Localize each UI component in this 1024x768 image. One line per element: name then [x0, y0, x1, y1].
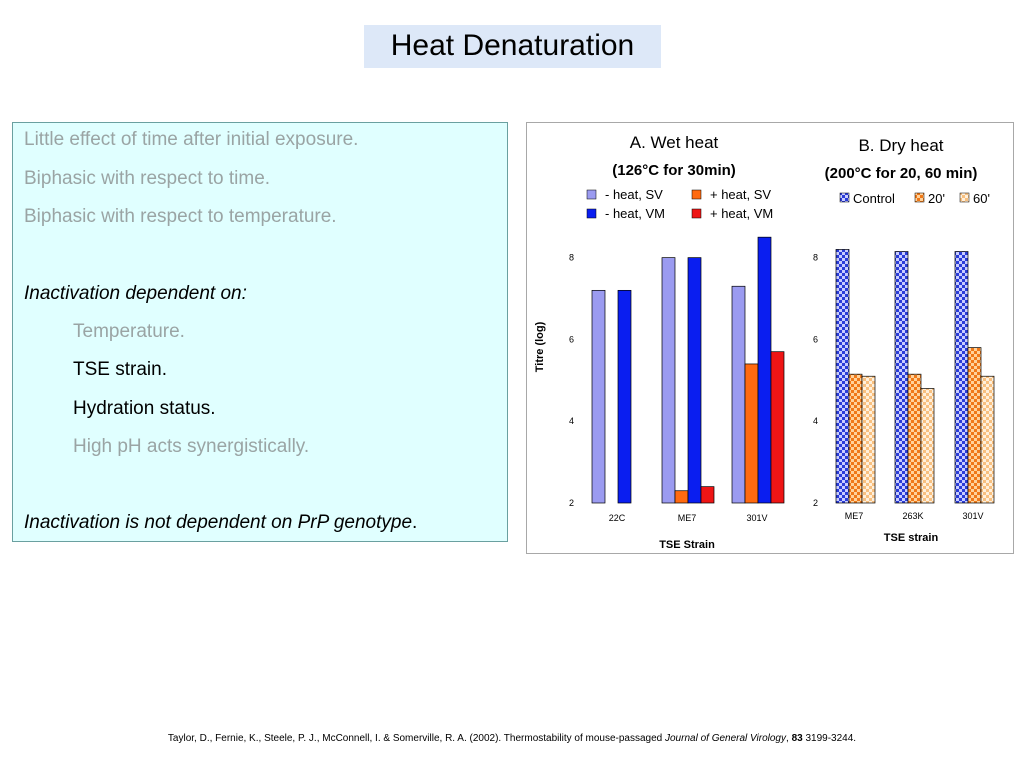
bar-heat-vm-22c — [617, 289, 632, 504]
bar-heat-sv-me7 — [661, 257, 676, 504]
chart-a-subtitle: (126°C for 30min) — [612, 162, 736, 179]
summary-text-box: Little effect of time after initial expo… — [12, 122, 508, 542]
summary-line-1: Little effect of time after initial expo… — [24, 129, 359, 150]
legend-label: 60' — [973, 191, 990, 206]
charts-panel: A. Wet heat (126°C for 30min) Titre (log… — [526, 122, 1014, 554]
x-tick-label: 301V — [962, 511, 983, 521]
bar-heat-vm-301v — [770, 351, 785, 504]
slide-title: Heat Denaturation — [364, 25, 661, 68]
y-tick-label: 2 — [569, 498, 574, 508]
legend-swatch — [586, 208, 597, 219]
dependent-heading: Inactivation dependent on: — [24, 283, 247, 304]
bar-60-263k — [920, 388, 935, 504]
chart-a-xlabel: TSE Strain — [659, 539, 715, 551]
bar-60-me7 — [861, 375, 876, 504]
dependent-item-tse-strain: TSE strain. — [73, 359, 167, 380]
citation-authors: Taylor, D., Fernie, K., Steele, P. J., M… — [167, 733, 665, 744]
legend-swatch — [839, 192, 850, 203]
citation-pages: 3199-3244. — [802, 733, 857, 744]
bar-control-263k — [894, 251, 909, 504]
summary-line-3: Biphasic with respect to temperature. — [24, 206, 337, 227]
bar-20-me7 — [848, 373, 863, 504]
dependent-item-hydration: Hydration status. — [73, 398, 216, 419]
charts-svg: A. Wet heat (126°C for 30min) Titre (log… — [534, 133, 999, 551]
summary-line-2: Biphasic with respect to time. — [24, 168, 271, 189]
y-tick-label: 4 — [813, 416, 818, 426]
x-tick-label: 263K — [902, 511, 923, 521]
x-tick-label: ME7 — [678, 513, 697, 523]
x-tick-label: 301V — [746, 513, 767, 523]
legend-item-plus-heat-sv: + heat, SV — [691, 187, 771, 202]
legend-label: - heat, SV — [605, 187, 663, 202]
not-dependent-heading: Inactivation is not dependent on PrP gen… — [24, 512, 417, 534]
not-dependent-period: . — [412, 512, 418, 533]
y-tick-label: 6 — [569, 334, 574, 344]
legend-label: Control — [853, 191, 895, 206]
legend-label: + heat, SV — [710, 187, 771, 202]
legend-swatch — [691, 189, 702, 200]
bar-heat-vm-301v — [757, 236, 772, 504]
bar-heat-sv-301v — [744, 363, 759, 504]
bar-heat-vm-me7 — [700, 486, 715, 504]
legend-swatch — [691, 208, 702, 219]
legend-swatch — [586, 189, 597, 200]
bar-control-me7 — [835, 249, 850, 504]
chart-a-ylabel: Titre (log) — [534, 321, 546, 372]
dependent-item-ph: High pH acts synergistically. — [73, 436, 310, 457]
y-tick-label: 8 — [569, 253, 574, 263]
bar-20-263k — [907, 373, 922, 504]
y-tick-label: 2 — [813, 498, 818, 508]
legend-swatch — [914, 192, 925, 203]
chart-b-title: B. Dry heat — [858, 136, 943, 155]
x-tick-label: ME7 — [845, 511, 864, 521]
bar-control-301v — [954, 251, 969, 504]
legend-item-20-min: 20' — [914, 191, 945, 206]
y-tick-label: 4 — [569, 416, 574, 426]
legend-item-control: Control — [839, 191, 895, 206]
bar-20-301v — [967, 347, 982, 504]
citation-volume: 83 — [791, 733, 803, 744]
legend-label: + heat, VM — [710, 206, 773, 221]
legend-item-60-min: 60' — [959, 191, 990, 206]
bar-heat-sv-22c — [591, 289, 606, 504]
y-tick-label: 8 — [813, 253, 818, 263]
y-tick-label: 6 — [813, 334, 818, 344]
chart-a-plot: 2 4 6 8 22C ME7 301V — [569, 229, 793, 523]
chart-a-title: A. Wet heat — [630, 133, 719, 152]
chart-b-subtitle: (200°C for 20, 60 min) — [825, 165, 978, 182]
citation-sep: , — [786, 733, 792, 744]
legend-item-minus-heat-sv: - heat, SV — [586, 187, 663, 202]
chart-b-plot: 2 4 6 8 ME7 263K 301V — [813, 229, 999, 521]
x-tick-label: 22C — [609, 513, 626, 523]
not-dependent-text: Inactivation is not dependent on PrP gen… — [24, 512, 413, 533]
chart-a-legend: - heat, SV + heat, SV - heat, VM + heat,… — [586, 187, 773, 221]
chart-b-legend: Control 20' 60' — [839, 191, 990, 206]
dependent-item-temperature: Temperature. — [73, 321, 185, 342]
bar-heat-sv-me7 — [674, 490, 689, 504]
citation: Taylor, D., Fernie, K., Steele, P. J., M… — [0, 733, 1024, 744]
legend-label: 20' — [928, 191, 945, 206]
citation-journal: Journal of General Virology — [665, 733, 786, 744]
legend-item-plus-heat-vm: + heat, VM — [691, 206, 773, 221]
legend-item-minus-heat-vm: - heat, VM — [586, 206, 665, 221]
legend-swatch — [959, 192, 970, 203]
bar-heat-sv-301v — [731, 285, 746, 504]
bar-60-301v — [980, 375, 995, 504]
chart-b-xlabel: TSE strain — [884, 532, 939, 544]
legend-label: - heat, VM — [605, 206, 665, 221]
bar-heat-vm-me7 — [687, 257, 702, 504]
